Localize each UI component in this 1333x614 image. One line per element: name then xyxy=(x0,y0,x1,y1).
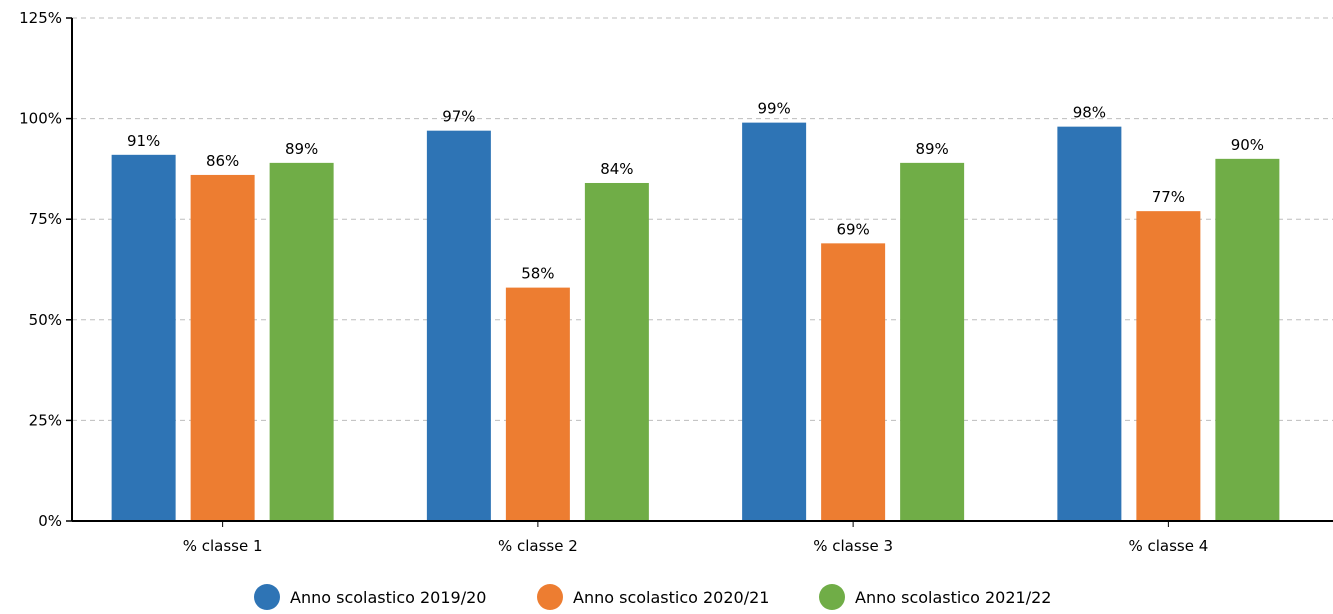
bars xyxy=(111,122,1280,522)
data-label: 89% xyxy=(285,140,318,158)
data-labels: 91% 86% 89% 97% 58% 84% 99% 69% 89% 98% 77% 90% xyxy=(127,100,1264,283)
legend-marker xyxy=(537,584,563,610)
bar xyxy=(584,182,649,521)
bar xyxy=(426,130,491,521)
data-label: 84% xyxy=(600,160,633,178)
x-category-label: % classe 3 xyxy=(813,537,893,555)
legend-marker xyxy=(254,584,280,610)
legend: Anno scolastico 2019/20 Anno scolastico 2… xyxy=(254,584,1051,610)
bar xyxy=(821,243,886,521)
legend-label: Anno scolastico 2019/20 xyxy=(290,588,486,607)
y-tick-label: 100% xyxy=(19,110,62,128)
data-label: 90% xyxy=(1231,136,1264,154)
y-tick-label: 125% xyxy=(19,9,62,27)
data-label: 97% xyxy=(442,108,475,126)
x-category-label: % classe 2 xyxy=(498,537,578,555)
data-label: 86% xyxy=(206,152,239,170)
legend-marker xyxy=(819,584,845,610)
y-tick-label: 75% xyxy=(29,210,62,228)
legend-label: Anno scolastico 2020/21 xyxy=(573,588,769,607)
y-axis-ticks: 0% 25% 50% 75% 100% 125% xyxy=(19,9,72,530)
y-tick-label: 50% xyxy=(29,311,62,329)
bar xyxy=(1057,126,1122,521)
x-axis-categories: % classe 1 % classe 2 % classe 3 % classe 4 xyxy=(183,521,1208,555)
bar xyxy=(1215,158,1280,521)
bar xyxy=(900,162,965,521)
bar xyxy=(269,162,334,521)
bar xyxy=(742,122,807,522)
bar xyxy=(111,154,176,522)
data-label: 91% xyxy=(127,132,160,150)
legend-label: Anno scolastico 2021/22 xyxy=(855,588,1051,607)
bar xyxy=(1136,211,1201,522)
y-tick-label: 0% xyxy=(38,512,62,530)
bar xyxy=(190,174,255,521)
x-category-label: % classe 1 xyxy=(183,537,263,555)
data-label: 58% xyxy=(521,265,554,283)
data-label: 99% xyxy=(757,100,790,118)
data-label: 89% xyxy=(915,140,948,158)
y-tick-label: 25% xyxy=(29,411,62,429)
bar xyxy=(505,287,570,521)
data-label: 77% xyxy=(1152,188,1185,206)
data-label: 98% xyxy=(1073,104,1106,122)
data-label: 69% xyxy=(836,220,869,238)
x-category-label: % classe 4 xyxy=(1128,537,1208,555)
